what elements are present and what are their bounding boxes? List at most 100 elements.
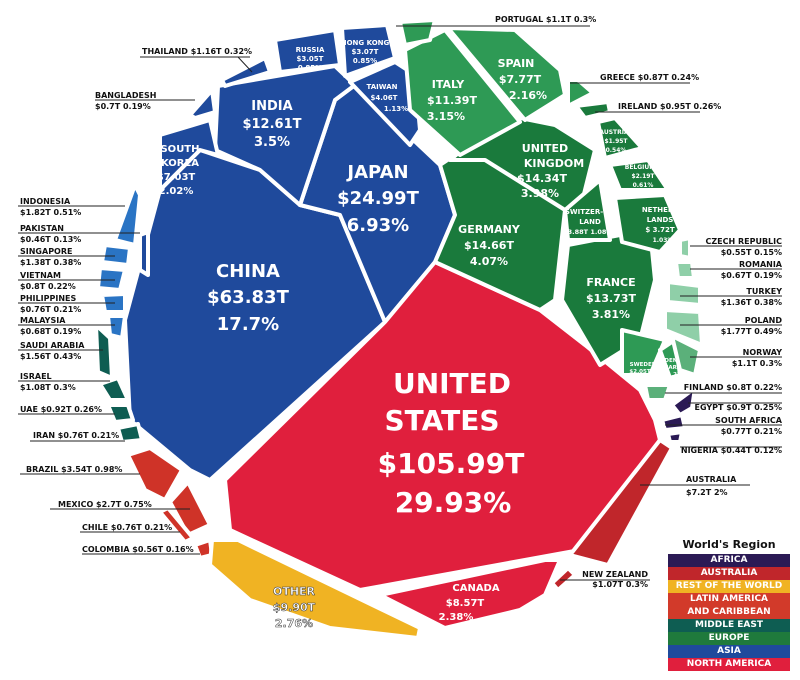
legend-item-europe: EUROPE bbox=[668, 632, 790, 645]
label-taiwan-1: TAIWAN bbox=[367, 83, 398, 91]
cell-australia bbox=[568, 438, 674, 567]
ext-label-australia-name: AUSTRALIA bbox=[686, 475, 737, 484]
label-belgium-3: 0.61% bbox=[633, 182, 654, 189]
ext-label-israel-value: $1.08T 0.3% bbox=[20, 383, 76, 392]
label-taiwan-3: 1.13% bbox=[384, 105, 408, 113]
ext-label-greece: GREECE $0.87T 0.24% bbox=[600, 73, 699, 82]
ext-label-finland: FINLAND $0.8T 0.22% bbox=[684, 383, 782, 392]
label-italy-1: ITALY bbox=[432, 78, 466, 91]
cell-israel bbox=[98, 376, 130, 402]
label-india-1: INDIA bbox=[251, 99, 292, 114]
cell-labels: UNITED STATES $105.99T 29.93% CHINA $63.… bbox=[157, 39, 688, 630]
external-labels: PORTUGAL $1.1T 0.3% GREECE $0.87T 0.24% … bbox=[20, 15, 783, 589]
ext-label-saudi-arabia-value: $1.56T 0.43% bbox=[20, 352, 81, 361]
ext-label-romania-name: ROMANIA bbox=[739, 260, 783, 269]
label-russia-3: 0.85% bbox=[298, 64, 322, 72]
legend-item-middle-east: MIDDLE EAST bbox=[668, 619, 790, 632]
label-japan-3: 6.93% bbox=[347, 215, 409, 236]
cell-sweden bbox=[620, 328, 667, 377]
label-spain-3: 2.16% bbox=[509, 89, 547, 102]
ext-label-singapore-value: $1.38T 0.38% bbox=[20, 258, 81, 267]
label-germany-3: 4.07% bbox=[470, 255, 508, 268]
cell-united-states bbox=[223, 260, 662, 592]
label-south-korea-3: $7.03T bbox=[157, 172, 196, 183]
region-legend: World's Region AFRICA AUSTRALIA REST OF … bbox=[668, 538, 790, 671]
cell-spain bbox=[446, 26, 567, 122]
cell-italy bbox=[403, 28, 522, 157]
cell-romania bbox=[674, 260, 696, 280]
ext-label-vietnam-name: VIETNAM bbox=[20, 271, 61, 280]
label-us-1: UNITED bbox=[393, 367, 511, 400]
ext-label-south-africa-name: SOUTH AFRICA bbox=[715, 416, 783, 425]
label-us-3: $105.99T bbox=[378, 447, 525, 480]
ext-label-ireland: IRELAND $0.95T 0.26% bbox=[618, 102, 721, 111]
label-switzerland-3: $3.88T 1.08% bbox=[563, 228, 613, 236]
cell-south-korea bbox=[158, 118, 220, 192]
cell-pakistan bbox=[138, 230, 150, 277]
cell-bangladesh bbox=[188, 88, 217, 120]
label-denmark-1: DEN- bbox=[664, 358, 679, 364]
label-south-korea-1: SOUTH bbox=[160, 144, 199, 155]
cell-turkey bbox=[666, 280, 702, 307]
ext-label-egypt: EGYPT $0.9T 0.25% bbox=[695, 403, 783, 412]
ext-label-mexico: MEXICO $2.7T 0.75% bbox=[58, 500, 152, 509]
cell-uae bbox=[106, 403, 135, 424]
label-hong-kong-1: HONG KONG bbox=[341, 39, 390, 47]
label-netherlands-1: NETHER- bbox=[642, 206, 676, 214]
ext-label-vietnam-value: $0.8T 0.22% bbox=[20, 282, 76, 291]
cell-nigeria bbox=[666, 430, 684, 444]
label-japan-1: JAPAN bbox=[345, 162, 408, 183]
label-south-korea-2: KOREA bbox=[161, 158, 199, 169]
label-germany-1: GERMANY bbox=[458, 223, 521, 236]
cell-hong-kong bbox=[340, 23, 397, 78]
ext-label-poland-name: POLAND bbox=[745, 316, 783, 325]
label-other-3: 2.76% bbox=[275, 617, 313, 630]
ext-label-pakistan-name: PAKISTAN bbox=[20, 224, 64, 233]
label-austria-3: 0.54% bbox=[606, 147, 627, 154]
label-china-2: $63.83T bbox=[207, 287, 289, 308]
cell-poland bbox=[663, 308, 704, 347]
cell-norway bbox=[670, 334, 702, 377]
cell-finland bbox=[643, 383, 672, 402]
ext-label-colombia: COLOMBIA $0.56T 0.16% bbox=[82, 545, 194, 554]
label-sweden-2: $2.05T bbox=[629, 369, 650, 375]
ext-label-south-africa-value: $0.77T 0.21% bbox=[721, 427, 782, 436]
label-sweden-1: SWEDEN bbox=[630, 362, 657, 368]
cell-czech-republic bbox=[678, 236, 692, 260]
label-india-2: $12.61T bbox=[242, 117, 301, 132]
cell-canada bbox=[378, 558, 562, 630]
legend-title: World's Region bbox=[682, 538, 776, 551]
ext-label-singapore-name: SINGAPORE bbox=[20, 247, 72, 256]
legend-item-asia: ASIA bbox=[668, 645, 790, 658]
label-hong-kong-2: $3.07T bbox=[352, 48, 379, 56]
label-canada-1: CANADA bbox=[452, 583, 499, 594]
cell-switzerland bbox=[563, 178, 612, 242]
ext-label-bangladesh-value: $0.7T 0.19% bbox=[95, 102, 151, 111]
label-south-korea-4: 2.02% bbox=[159, 186, 194, 197]
cell-portugal bbox=[398, 18, 437, 47]
ext-label-new-zealand-name: NEW ZEALAND bbox=[582, 570, 648, 579]
ext-label-norway-name: NORWAY bbox=[743, 348, 783, 357]
ext-label-brazil: BRAZIL $3.54T 0.98% bbox=[26, 465, 122, 474]
label-spain-1: SPAIN bbox=[498, 57, 535, 70]
ext-label-norway-value: $1.1T 0.3% bbox=[732, 359, 782, 368]
label-canada-3: 2.38% bbox=[439, 612, 474, 623]
ext-label-iran: IRAN $0.76T 0.21% bbox=[33, 431, 119, 440]
label-italy-3: 3.15% bbox=[427, 110, 465, 123]
label-other-1: OTHER bbox=[273, 585, 316, 598]
label-denmark-4: 0.35% bbox=[668, 379, 688, 385]
label-switzerland-2: LAND bbox=[579, 218, 601, 226]
label-canada-2: $8.57T bbox=[446, 598, 485, 609]
label-switzerland-1: SWITZER- bbox=[565, 208, 603, 216]
label-uk-4: 3.98% bbox=[521, 187, 559, 200]
ext-label-new-zealand-value: $1.07T 0.3% bbox=[592, 580, 648, 589]
cell-malaysia bbox=[106, 314, 127, 340]
cell-russia bbox=[273, 28, 342, 74]
cell-greece bbox=[566, 78, 595, 108]
ext-label-pakistan-value: $0.46T 0.13% bbox=[20, 235, 81, 244]
ext-label-poland-value: $1.77T 0.49% bbox=[721, 327, 782, 336]
label-us-4: 29.93% bbox=[395, 486, 512, 519]
ext-label-bangladesh-name: BANGLADESH bbox=[95, 91, 156, 100]
label-uk-2: KINGDOM bbox=[524, 157, 584, 170]
